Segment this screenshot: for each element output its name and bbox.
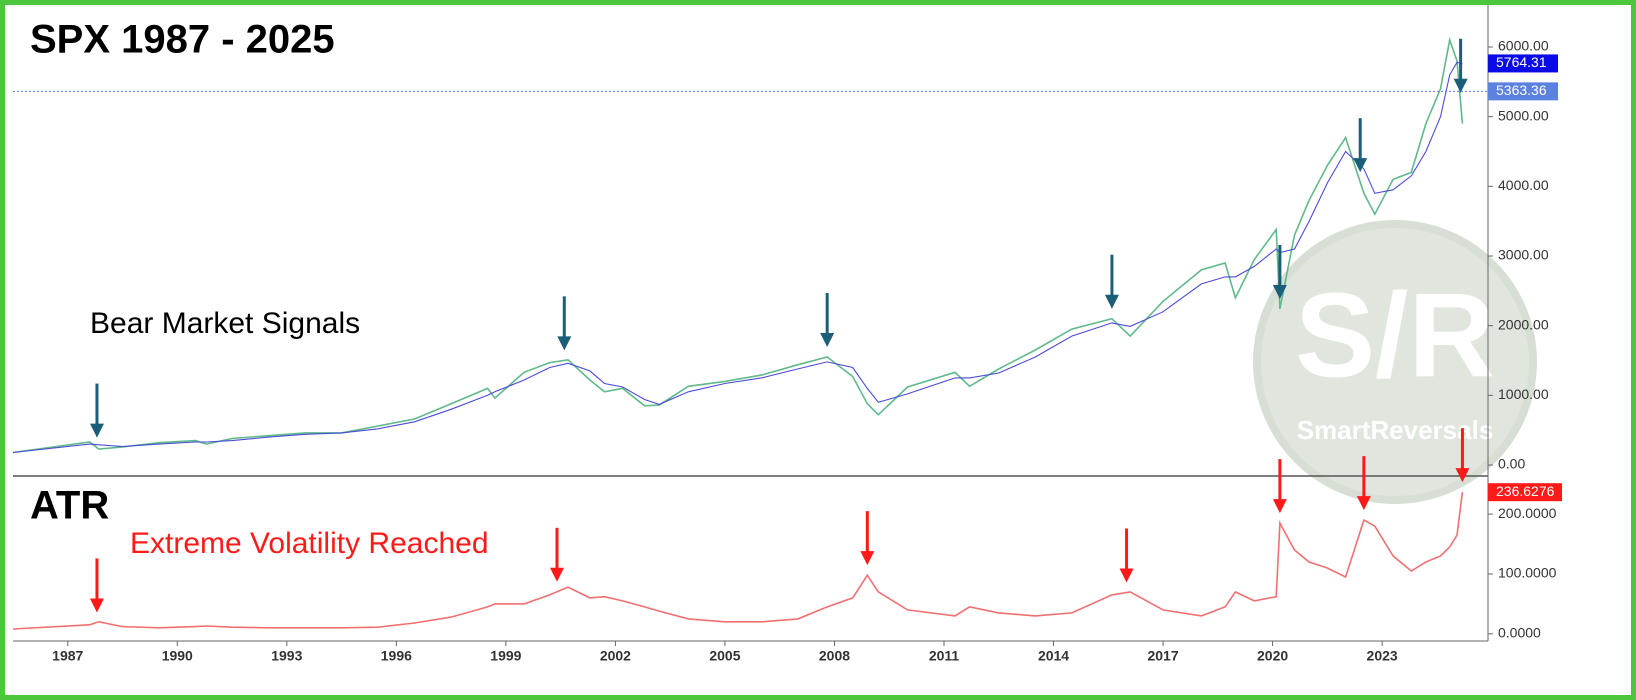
x-tick-label: 2002 [600,648,631,664]
arrow-head [1119,568,1134,583]
watermark: S/R SmartReversals [1253,220,1537,504]
signal-arrow [1104,254,1119,309]
annotation: Bear Market Signals [90,307,360,340]
x-tick-label: 2011 [929,648,960,664]
arrow-head [1455,468,1470,483]
signal-arrow [1119,528,1134,583]
arrow-head [549,567,564,582]
y-tick-label: 200.0000 [1498,505,1557,521]
signal-arrow [549,527,564,582]
x-tick-label: 2014 [1038,648,1069,664]
y-tick-label: 5000.00 [1498,107,1549,123]
y-tick-label: 100.0000 [1498,565,1557,581]
x-tick-label: 1993 [271,648,302,664]
watermark-text: SmartReversals [1297,415,1494,445]
arrow-head [1272,284,1287,299]
signal-arrow [860,511,875,566]
price-label-box [1488,82,1558,101]
signal-arrow [1455,428,1470,483]
x-tick-label: 1996 [381,648,412,664]
last-value-box [1488,483,1562,502]
signal-arrow [89,383,104,438]
signal-arrow [1353,118,1368,173]
y-tick-label: 4000.00 [1498,177,1549,193]
arrow-head [1353,158,1368,173]
x-tick-label: 1990 [162,648,193,664]
series-line [12,36,1464,454]
signal-arrow [557,296,572,351]
y-tick-label: 2000.00 [1498,316,1549,332]
watermark-circle [1253,220,1537,504]
x-tick-label: 2017 [1147,648,1178,664]
x-tick-label: 2023 [1367,648,1398,664]
arrow-head [820,333,835,348]
arrow-head [1272,499,1287,514]
price-label: 5764.31 [1496,54,1547,70]
x-tick-label: 1999 [490,648,521,664]
arrow-head [89,423,104,438]
x-tick-label: 2005 [709,648,740,664]
annotation: Extreme Volatility Reached [130,527,489,560]
signal-arrow [89,558,104,613]
y-tick-label: 0.00 [1498,456,1525,472]
price-label: 5363.36 [1496,82,1547,98]
arrow-head [1356,496,1371,511]
y-tick-label: 1000.00 [1498,386,1549,402]
arrow-head [860,551,875,566]
signal-arrow [1356,456,1371,511]
arrow-head [1453,78,1468,93]
y-tick-label: 0.0000 [1498,625,1541,641]
watermark-logo: S/R [1295,269,1495,403]
y-tick-label: 6000.00 [1498,38,1549,54]
arrow-head [1104,294,1119,309]
panel-title: ATR [30,484,109,528]
signal-arrow [1453,38,1468,93]
arrow-head [557,336,572,351]
x-tick-label: 1987 [52,648,83,664]
x-tick-label: 2020 [1257,648,1288,664]
last-value-label: 236.6276 [1496,483,1555,499]
chart-title: SPX 1987 - 2025 [30,18,335,62]
price-label-box [1488,54,1558,73]
arrow-head [89,598,104,613]
x-tick-label: 2008 [819,648,850,664]
y-tick-label: 3000.00 [1498,247,1549,263]
signal-arrow [1272,244,1287,299]
series-line [12,492,1464,630]
signal-arrow [820,293,835,348]
signal-arrow [1272,459,1287,514]
series-line [12,61,1463,454]
